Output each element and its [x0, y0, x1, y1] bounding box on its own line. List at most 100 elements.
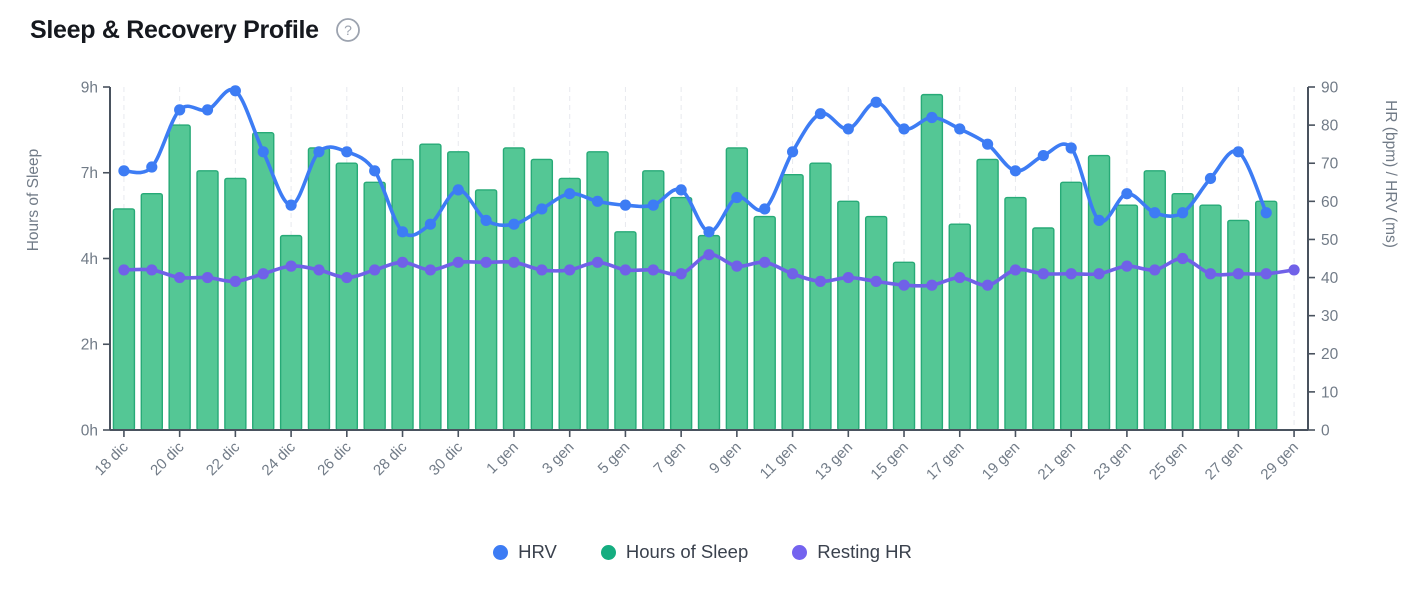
resting-hr-point[interactable] — [508, 256, 520, 268]
hrv-point[interactable] — [1009, 165, 1022, 177]
resting-hr-point[interactable] — [1009, 264, 1022, 276]
resting-hr-point[interactable] — [870, 275, 882, 287]
sleep-bar[interactable] — [252, 132, 275, 431]
hrv-point[interactable] — [1260, 207, 1272, 219]
hrv-point[interactable] — [174, 104, 186, 116]
sleep-bar[interactable] — [1115, 204, 1139, 431]
resting-hr-point[interactable] — [1065, 268, 1077, 280]
sleep-bar[interactable] — [1087, 154, 1111, 431]
hrv-point[interactable] — [118, 165, 130, 177]
sleep-bar[interactable] — [1171, 193, 1194, 431]
hrv-point[interactable] — [201, 104, 214, 116]
resting-hr-point[interactable] — [1037, 268, 1049, 280]
sleep-bar[interactable] — [112, 208, 136, 431]
sleep-bar[interactable] — [864, 215, 888, 431]
sleep-bar[interactable] — [948, 223, 971, 431]
hrv-point[interactable] — [842, 123, 854, 135]
resting-hr-point[interactable] — [174, 271, 186, 284]
sleep-bar[interactable] — [419, 143, 442, 431]
resting-hr-point[interactable] — [759, 256, 771, 268]
hrv-point[interactable] — [480, 214, 492, 226]
resting-hr-point[interactable] — [396, 256, 409, 268]
hrv-point[interactable] — [647, 199, 659, 211]
hrv-point[interactable] — [1065, 142, 1077, 154]
resting-hr-point[interactable] — [1149, 264, 1161, 276]
resting-hr-point[interactable] — [146, 264, 158, 276]
resting-hr-point[interactable] — [731, 260, 743, 272]
resting-hr-point[interactable] — [814, 275, 827, 287]
resting-hr-point[interactable] — [675, 268, 687, 280]
legend-item-hrv[interactable]: HRV — [493, 541, 557, 563]
resting-hr-point[interactable] — [229, 275, 241, 287]
hrv-point[interactable] — [229, 85, 241, 97]
sleep-bar[interactable] — [809, 162, 832, 431]
resting-hr-point[interactable] — [1260, 268, 1272, 280]
resting-hr-point[interactable] — [536, 264, 548, 276]
hrv-point[interactable] — [1037, 150, 1049, 162]
hrv-point[interactable] — [926, 111, 938, 124]
hrv-point[interactable] — [146, 161, 158, 173]
resting-hr-point[interactable] — [1232, 268, 1244, 280]
legend-item-hours-of-sleep[interactable]: Hours of Sleep — [600, 541, 748, 563]
hrv-point[interactable] — [759, 203, 771, 215]
sleep-bar[interactable] — [1255, 200, 1278, 431]
sleep-bar[interactable] — [586, 151, 609, 431]
legend-item-resting-hr[interactable]: Resting HR — [792, 541, 912, 563]
hrv-point[interactable] — [257, 146, 269, 158]
sleep-bar[interactable] — [669, 196, 693, 431]
hrv-point[interactable] — [369, 165, 381, 177]
sleep-bar[interactable] — [558, 177, 581, 431]
sleep-bar[interactable] — [1227, 219, 1250, 431]
sleep-bar[interactable] — [307, 147, 331, 431]
resting-hr-point[interactable] — [1288, 264, 1300, 276]
hrv-point[interactable] — [508, 218, 520, 230]
sleep-bar[interactable] — [196, 170, 219, 431]
resting-hr-point[interactable] — [201, 271, 214, 284]
sleep-bar[interactable] — [697, 234, 721, 431]
resting-hr-point[interactable] — [647, 264, 659, 276]
hrv-point[interactable] — [619, 199, 632, 211]
sleep-bar[interactable] — [725, 147, 749, 431]
hrv-point[interactable] — [1093, 214, 1105, 226]
sleep-bar[interactable] — [1059, 181, 1083, 431]
sleep-bar[interactable] — [363, 181, 386, 431]
resting-hr-point[interactable] — [619, 264, 632, 276]
hrv-point[interactable] — [1121, 188, 1133, 200]
hrv-point[interactable] — [536, 203, 548, 215]
hrv-point[interactable] — [285, 199, 297, 211]
sleep-bar[interactable] — [1032, 227, 1055, 431]
hrv-point[interactable] — [703, 226, 715, 238]
resting-hr-point[interactable] — [480, 256, 492, 268]
hrv-point[interactable] — [396, 226, 409, 238]
hrv-point[interactable] — [786, 146, 799, 158]
sleep-bar[interactable] — [224, 177, 247, 431]
hrv-point[interactable] — [982, 138, 994, 150]
sleep-bar[interactable] — [502, 147, 526, 431]
resting-hr-point[interactable] — [564, 264, 576, 276]
sleep-bar[interactable] — [837, 200, 860, 431]
resting-hr-point[interactable] — [703, 249, 715, 261]
sleep-bar[interactable] — [335, 162, 359, 431]
hrv-point[interactable] — [591, 195, 604, 207]
resting-hr-point[interactable] — [285, 260, 297, 272]
sleep-bar[interactable] — [140, 193, 163, 431]
resting-hr-point[interactable] — [1121, 260, 1133, 272]
resting-hr-point[interactable] — [1093, 268, 1105, 280]
hrv-point[interactable] — [898, 123, 910, 135]
hrv-point[interactable] — [452, 184, 464, 196]
hrv-point[interactable] — [1177, 207, 1189, 219]
resting-hr-point[interactable] — [591, 256, 604, 268]
hrv-point[interactable] — [1232, 146, 1244, 158]
sleep-bar[interactable] — [614, 231, 637, 431]
hrv-point[interactable] — [564, 188, 576, 200]
hrv-point[interactable] — [1204, 172, 1217, 185]
resting-hr-point[interactable] — [1204, 268, 1217, 280]
resting-hr-point[interactable] — [118, 264, 130, 276]
resting-hr-point[interactable] — [786, 268, 799, 280]
resting-hr-point[interactable] — [842, 271, 854, 284]
resting-hr-point[interactable] — [313, 264, 325, 276]
sleep-bar[interactable] — [753, 215, 776, 431]
sleep-bar[interactable] — [976, 158, 999, 431]
resting-hr-point[interactable] — [257, 268, 269, 280]
resting-hr-point[interactable] — [424, 264, 436, 276]
